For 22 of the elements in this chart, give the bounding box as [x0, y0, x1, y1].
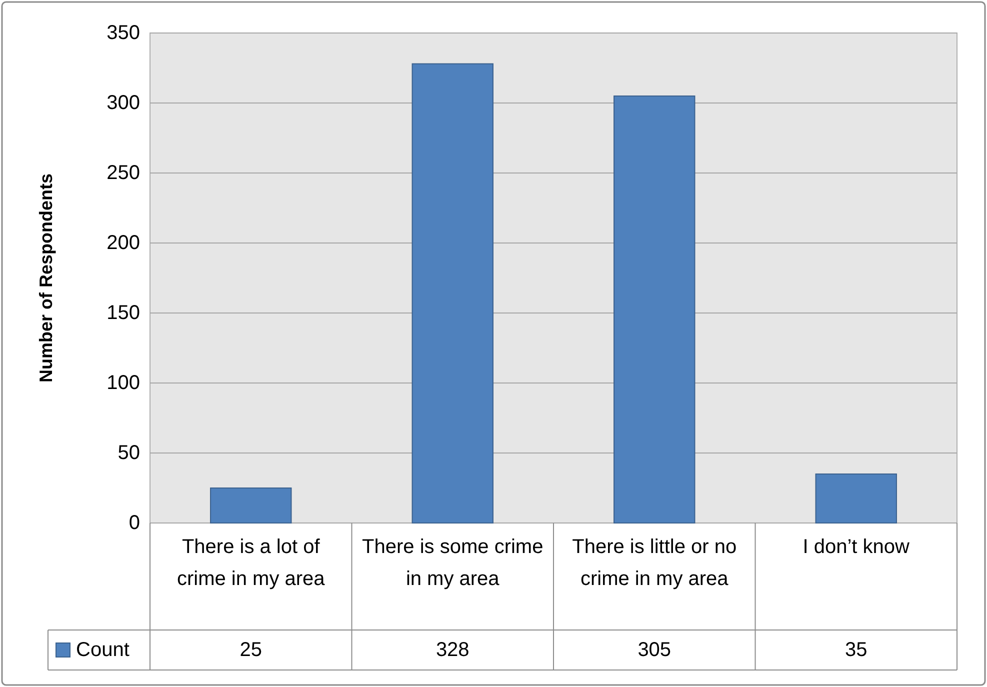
legend-label: Count [76, 639, 130, 661]
y-axis-title: Number of Respondents [36, 173, 56, 383]
data-label: 35 [845, 639, 868, 661]
bar [815, 474, 897, 524]
bar [614, 96, 696, 524]
x-tick-label: There is some crime in my area [362, 536, 544, 590]
y-tick-label: 50 [118, 442, 140, 464]
x-tick-label: There is little or no crime in my area [572, 536, 737, 590]
y-tick-label: 100 [106, 372, 140, 394]
x-tick-label: I don’t know [802, 536, 910, 558]
y-tick-label: 300 [106, 92, 140, 114]
bar [210, 488, 292, 524]
data-label: 328 [436, 639, 470, 661]
data-label: 305 [638, 639, 672, 661]
x-tick-label: There is a lot of crime in my area [176, 536, 326, 590]
y-tick-label: 200 [106, 232, 140, 254]
y-tick-label: 250 [106, 162, 140, 184]
y-tick-label: 0 [128, 512, 140, 534]
data-label: 25 [240, 639, 262, 661]
y-tick-label: 350 [106, 22, 140, 44]
bar [412, 63, 494, 524]
y-tick-label: 150 [106, 302, 140, 324]
